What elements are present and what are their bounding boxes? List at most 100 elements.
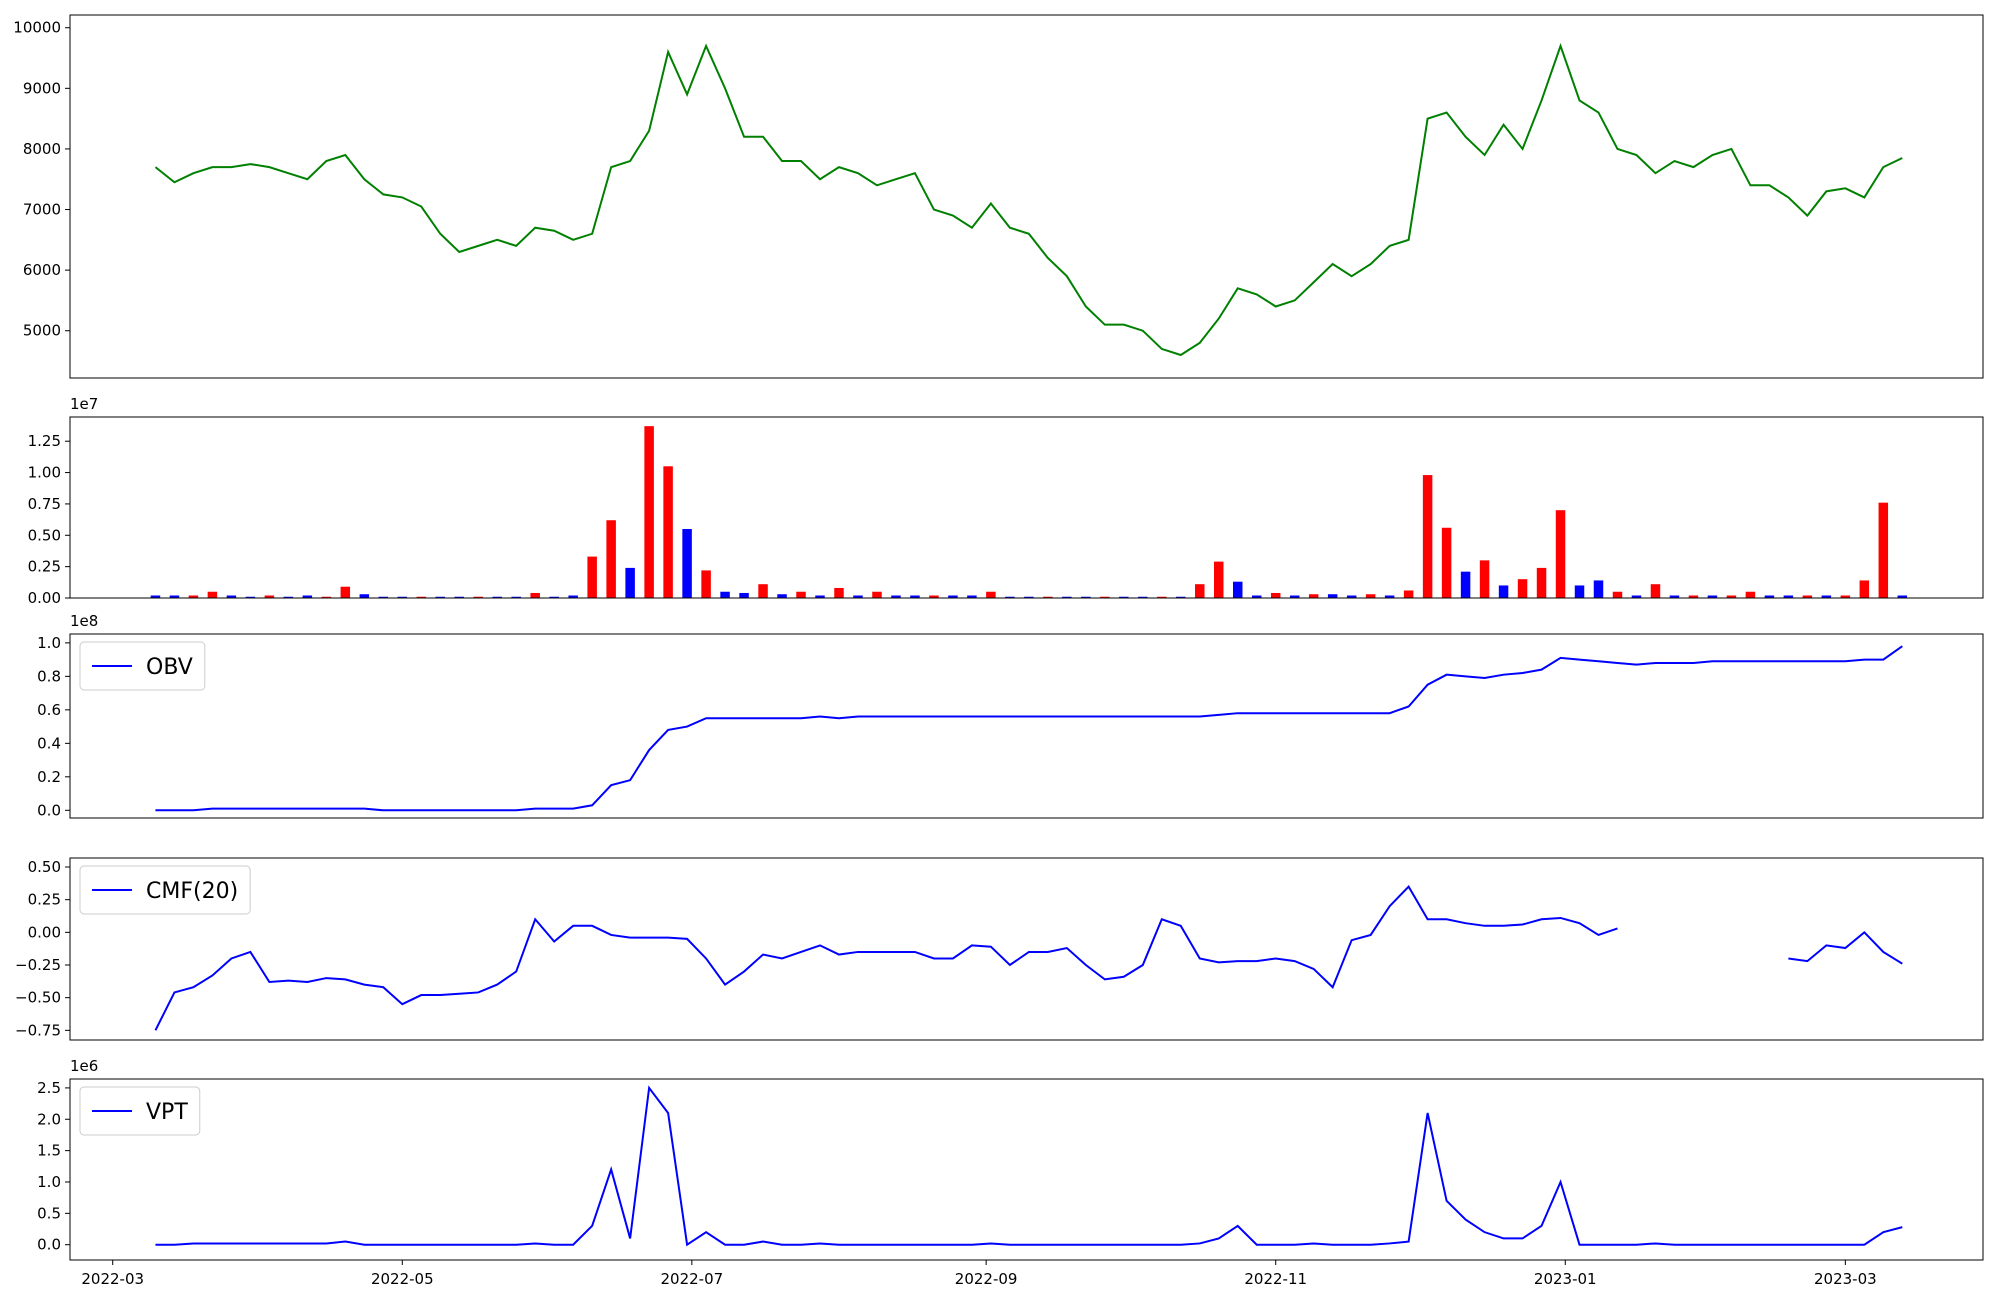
- bar: [1195, 584, 1205, 598]
- offset-text: 1e6: [70, 1057, 98, 1075]
- bar: [1138, 596, 1148, 598]
- y-tick-label: 7000: [23, 201, 61, 219]
- panel: −0.75 −0.50 −0.25 0.00 0.25 0.50 CMF(20): [15, 857, 1984, 1041]
- axes-frame: [69, 416, 1984, 599]
- y-tick-label: 0.25: [28, 558, 61, 576]
- bar: [853, 595, 863, 598]
- y-tick-label: 0.2: [37, 768, 61, 786]
- bar: [663, 466, 673, 598]
- axes-frame: [69, 1078, 1984, 1261]
- bar: [1688, 595, 1699, 598]
- bar: [1650, 584, 1661, 598]
- bar: [1422, 475, 1433, 598]
- bar: [1327, 594, 1338, 598]
- bar: [587, 556, 597, 598]
- bar: [1479, 560, 1490, 598]
- axes-frame: [69, 633, 1984, 819]
- bar: [1043, 596, 1053, 598]
- bar: [1897, 595, 1908, 598]
- bar: [1460, 571, 1471, 598]
- y-tick-label: 1.5: [37, 1142, 61, 1160]
- y-tick-label: 1.25: [28, 432, 61, 450]
- y-tick-label: 5000: [23, 322, 61, 340]
- offset-text: 1e8: [70, 612, 98, 630]
- x-tick-label: 2022-05: [371, 1270, 434, 1288]
- x-tick-label: 2022-03: [81, 1270, 144, 1288]
- y-tick-label: 1.00: [28, 464, 61, 482]
- bar: [511, 596, 521, 598]
- y-tick-label: 8000: [23, 140, 61, 158]
- bar: [207, 591, 218, 598]
- legend-box: [79, 641, 206, 691]
- bar: [1783, 595, 1794, 598]
- y-tick-label: −0.50: [15, 989, 61, 1007]
- bar: [473, 596, 483, 598]
- y-tick-label: 0.0: [37, 1236, 61, 1254]
- y-tick-label: 0.0: [37, 801, 61, 819]
- bar: [1574, 585, 1585, 598]
- y-tick-label: 0.50: [28, 526, 61, 544]
- x-tick-label: 2022-07: [660, 1270, 723, 1288]
- bar: [1498, 585, 1509, 598]
- bar: [758, 584, 768, 598]
- y-tick-label: 2.5: [37, 1079, 61, 1097]
- bar: [397, 596, 408, 598]
- bar: [1802, 595, 1813, 598]
- y-tick-label: 6000: [23, 261, 61, 279]
- bar: [1062, 596, 1072, 598]
- bar: [1707, 595, 1718, 598]
- bar: [378, 596, 389, 598]
- bar: [1024, 596, 1034, 598]
- bar: [1764, 595, 1775, 598]
- bar: [1441, 527, 1452, 598]
- x-tick-label: 2022-09: [955, 1270, 1018, 1288]
- panel: 5000 6000 7000 8000 9000 10000: [13, 14, 1984, 379]
- bar: [1308, 594, 1319, 598]
- y-tick-label: 1.0: [37, 634, 61, 652]
- bar: [815, 595, 825, 598]
- bar: [606, 520, 616, 598]
- bar: [169, 595, 180, 598]
- bar: [416, 596, 427, 598]
- bar: [1631, 595, 1642, 598]
- line: [155, 1085, 1903, 1247]
- bar: [1176, 596, 1186, 598]
- bar: [872, 591, 882, 598]
- bar: [245, 596, 256, 598]
- bar: [1289, 595, 1300, 598]
- axes-frame: [69, 14, 1984, 379]
- legend: OBV: [79, 641, 206, 691]
- legend-box: [79, 1086, 201, 1136]
- legend: CMF(20): [79, 865, 251, 915]
- y-tick-label: 0.00: [28, 589, 61, 607]
- line: [154, 42, 1903, 357]
- y-tick-label: 0.50: [28, 858, 61, 876]
- bar: [1517, 579, 1528, 598]
- bar: [1536, 567, 1547, 598]
- bar: [283, 596, 294, 598]
- legend-box: [79, 865, 251, 915]
- y-tick-label: 0.6: [37, 701, 61, 719]
- bar: [1270, 592, 1281, 598]
- y-tick-label: 9000: [23, 79, 61, 97]
- bar: [701, 570, 711, 598]
- bar: [644, 426, 654, 598]
- bar: [967, 595, 977, 598]
- bar: [948, 595, 958, 598]
- bar: [1100, 596, 1110, 598]
- bar: [834, 587, 844, 598]
- bar: [1005, 596, 1015, 598]
- bar: [1251, 595, 1262, 598]
- bar: [1726, 595, 1737, 598]
- bar: [1119, 596, 1129, 598]
- bar: [929, 595, 939, 598]
- bar: [492, 596, 502, 598]
- y-tick-label: 1.0: [37, 1173, 61, 1191]
- legend: VPT: [79, 1086, 201, 1136]
- bar: [682, 529, 692, 598]
- bar: [739, 592, 749, 598]
- bar: [188, 595, 199, 598]
- bar: [454, 596, 464, 598]
- bar: [1669, 595, 1680, 598]
